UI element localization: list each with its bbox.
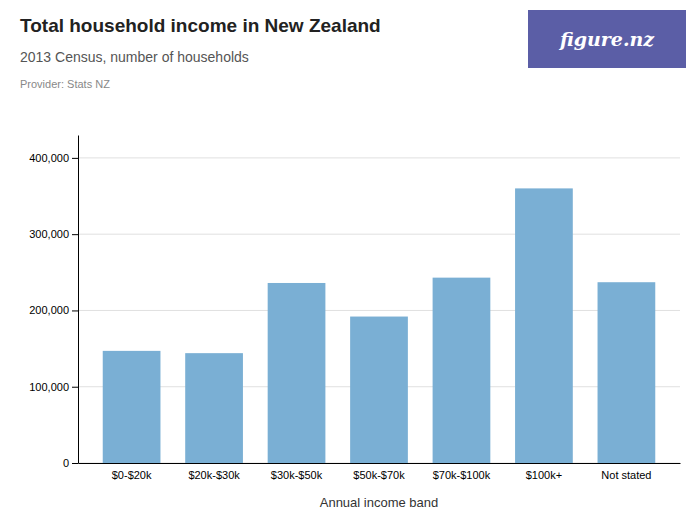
bar bbox=[350, 317, 408, 463]
y-tick: 0 bbox=[63, 457, 78, 469]
x-tick: $0-$20k bbox=[112, 463, 152, 481]
bar bbox=[185, 353, 243, 463]
y-axis: 0 100,000 200,000 300,000 400,000 bbox=[29, 136, 78, 470]
x-tick-label: $30k-$50k bbox=[271, 469, 323, 481]
y-tick: 300,000 bbox=[29, 228, 78, 240]
x-tick: $70k-$100k bbox=[433, 463, 491, 481]
x-tick-label: $50k-$70k bbox=[353, 469, 405, 481]
bar bbox=[598, 282, 656, 463]
x-tick: $20k-$30k bbox=[188, 463, 240, 481]
y-tick: 400,000 bbox=[29, 152, 78, 164]
x-tick: $100k+ bbox=[526, 463, 562, 481]
bar bbox=[268, 283, 326, 463]
x-tick-label: $20k-$30k bbox=[188, 469, 240, 481]
logo-box bbox=[528, 10, 686, 68]
x-axis: $0-$20k $20k-$30k $30k-$50k $50k-$70k $70k-$… bbox=[79, 463, 681, 481]
y-tick-mark bbox=[72, 463, 78, 464]
y-axis-line bbox=[78, 136, 79, 464]
x-axis-title: Annual income band bbox=[320, 495, 439, 510]
logo: figure.nz bbox=[528, 10, 686, 68]
bar bbox=[515, 188, 573, 463]
y-tick-label: 0 bbox=[63, 457, 69, 469]
x-tick-label: $0-$20k bbox=[112, 469, 152, 481]
x-tick-label: Not stated bbox=[601, 469, 651, 481]
bars bbox=[103, 188, 656, 463]
y-tick-mark bbox=[72, 158, 78, 159]
y-tick: 100,000 bbox=[29, 381, 78, 393]
grid bbox=[78, 158, 680, 463]
x-tick: $30k-$50k bbox=[271, 463, 323, 481]
x-tick: Not stated bbox=[601, 463, 651, 481]
y-tick-label: 100,000 bbox=[29, 381, 69, 393]
provider-note: Provider: Stats NZ bbox=[20, 78, 110, 90]
y-tick-mark bbox=[72, 310, 78, 311]
logo-text: figure.nz bbox=[558, 28, 655, 50]
y-tick-label: 300,000 bbox=[29, 228, 69, 240]
grid-line bbox=[78, 234, 680, 235]
bar bbox=[433, 278, 491, 463]
subtitle: 2013 Census, number of households bbox=[20, 49, 249, 65]
y-tick-mark bbox=[72, 234, 78, 235]
y-tick-mark bbox=[72, 387, 78, 388]
plot: 0 100,000 200,000 300,000 400,000 $0-$20k $20k… bbox=[29, 136, 680, 511]
grid-line bbox=[78, 310, 680, 311]
y-tick-label: 200,000 bbox=[29, 304, 69, 316]
chart-svg: Total household income in New Zealand 201… bbox=[0, 0, 700, 525]
grid-line bbox=[78, 157, 680, 158]
y-tick-label: 400,000 bbox=[29, 152, 69, 164]
x-tick: $50k-$70k bbox=[353, 463, 405, 481]
y-tick: 200,000 bbox=[29, 304, 78, 316]
x-tick-label: $100k+ bbox=[526, 469, 562, 481]
chart-container: Total household income in New Zealand 201… bbox=[0, 0, 700, 525]
bar bbox=[103, 351, 161, 463]
x-tick-label: $70k-$100k bbox=[433, 469, 491, 481]
title: Total household income in New Zealand bbox=[20, 15, 381, 36]
x-axis-line bbox=[79, 463, 681, 464]
